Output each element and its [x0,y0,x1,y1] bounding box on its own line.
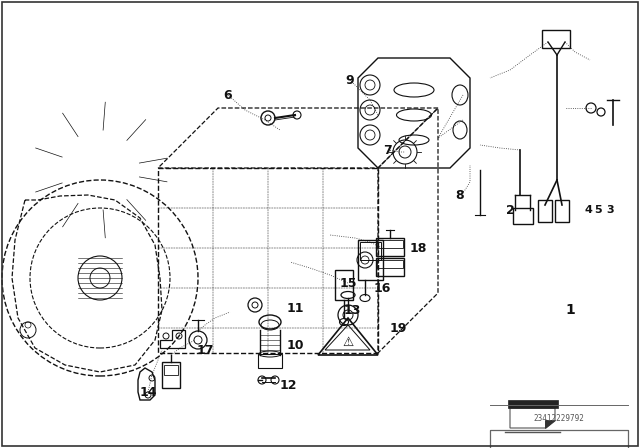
Bar [377,260,403,268]
Text: 13: 13 [343,303,361,316]
Text: 15: 15 [339,276,356,289]
Bar [360,242,381,260]
Bar [377,240,403,248]
Text: 3: 3 [606,205,614,215]
Bar [376,258,404,276]
Text: 19: 19 [389,322,406,335]
Bar [358,240,383,280]
Text: 4: 4 [584,205,592,215]
Bar [490,430,628,448]
Text: 7: 7 [383,143,392,156]
Text: 16: 16 [373,281,390,294]
Text: 17: 17 [196,344,214,357]
Bar [542,30,570,48]
Text: 5: 5 [594,205,602,215]
Text: 11: 11 [286,302,304,314]
Bar [335,270,353,300]
Text: 14: 14 [140,385,157,399]
Text: ⚠: ⚠ [342,336,354,349]
Bar [164,365,178,375]
Bar [162,362,180,388]
Text: 10: 10 [286,339,304,352]
Text: 9: 9 [346,73,355,86]
Text: 1: 1 [565,303,575,317]
Polygon shape [545,420,555,428]
Bar [376,238,404,256]
Polygon shape [508,400,558,408]
Text: 12: 12 [279,379,297,392]
Text: 18: 18 [410,241,427,254]
Bar [258,354,282,368]
Bar [538,200,552,222]
Bar [513,208,533,224]
Text: 23412229792: 23412229792 [534,414,584,422]
Text: 8: 8 [456,189,464,202]
Bar [555,200,569,222]
Text: 6: 6 [224,89,232,102]
Text: 2: 2 [506,203,515,216]
